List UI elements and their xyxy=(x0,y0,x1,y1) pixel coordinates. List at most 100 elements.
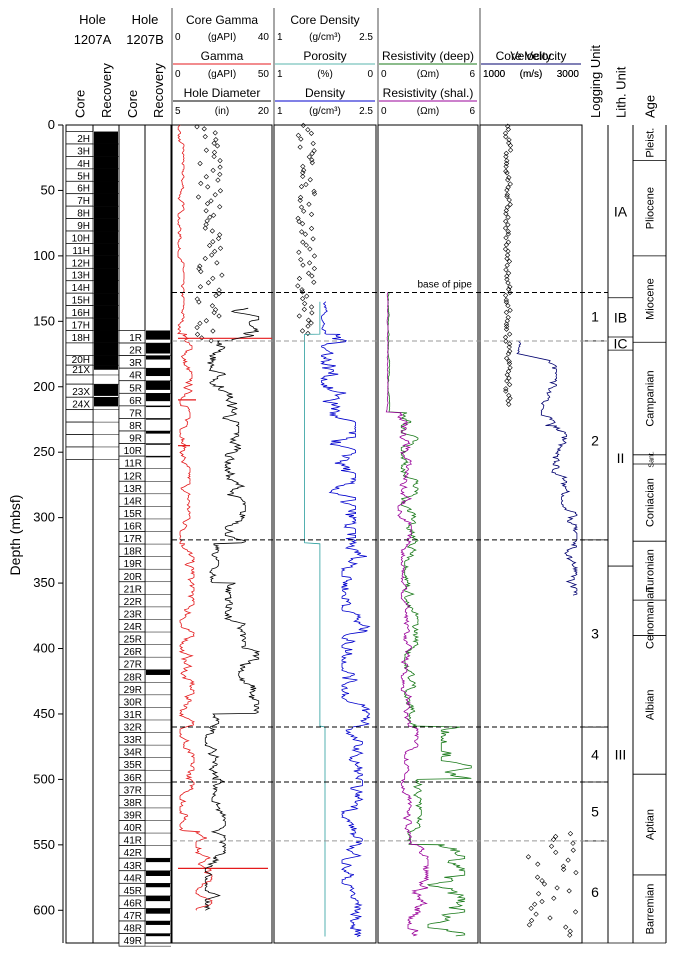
core-label: 36R xyxy=(124,773,142,784)
track-header-title: Resistivity (shal.) xyxy=(383,86,474,100)
core-point xyxy=(301,208,307,214)
recovery-bar xyxy=(146,380,170,390)
depth-tick-label: 400 xyxy=(33,641,55,656)
track-scale-unit: (m/s) xyxy=(520,69,543,80)
core-point xyxy=(507,307,513,313)
core-label: 41R xyxy=(124,836,142,847)
core-point xyxy=(506,401,512,407)
core-point xyxy=(216,287,222,293)
recovery-bar xyxy=(94,330,118,343)
core-point xyxy=(503,134,509,140)
core-point xyxy=(208,338,214,344)
recovery-bar xyxy=(94,243,118,256)
core-point xyxy=(503,235,509,241)
core-label: 34R xyxy=(124,748,142,759)
core-label: 26R xyxy=(124,647,142,658)
core-label: 12R xyxy=(124,471,142,482)
recovery-column-header: Recovery xyxy=(151,63,166,118)
log-curve xyxy=(203,307,261,911)
age-label: Pliocene xyxy=(645,187,657,229)
recovery-bar xyxy=(94,318,118,331)
core-point xyxy=(310,140,316,147)
recovery-bar xyxy=(146,456,170,458)
core-point xyxy=(507,147,514,153)
core-point xyxy=(502,246,509,252)
track-scale-min: 5 xyxy=(175,106,181,117)
recovery-bar xyxy=(146,669,170,675)
core-point xyxy=(505,222,511,228)
core-point xyxy=(304,293,310,299)
core-point xyxy=(212,307,219,313)
recovery-bar xyxy=(146,870,170,876)
hole-title: Hole xyxy=(79,12,106,27)
core-point xyxy=(566,888,572,894)
core-point xyxy=(209,252,215,258)
core-point xyxy=(311,191,318,197)
core-point xyxy=(203,208,209,214)
log-curve xyxy=(177,124,213,911)
depth-tick-label: 200 xyxy=(33,379,55,394)
core-point xyxy=(503,160,510,167)
recovery-bar xyxy=(94,156,118,169)
track-header-title: Hole Diameter xyxy=(184,86,261,100)
depth-tick-label: 0 xyxy=(48,117,55,132)
core-point xyxy=(296,275,303,282)
recovery-bar xyxy=(146,883,170,888)
recovery-bar xyxy=(94,342,118,356)
core-label: 25R xyxy=(124,635,142,646)
core-point xyxy=(209,303,216,309)
recovery-bar xyxy=(146,858,170,863)
core-point xyxy=(570,847,576,853)
unit-label: III xyxy=(615,747,627,763)
core-point xyxy=(535,861,541,867)
core-point xyxy=(308,225,315,232)
depth-tick-label: 250 xyxy=(33,444,55,459)
track-scale-min: 0 xyxy=(381,69,387,80)
core-label: 39R xyxy=(124,810,142,821)
core-point xyxy=(503,168,509,174)
recovery-bar xyxy=(146,355,170,360)
core-point xyxy=(299,289,306,295)
core-point xyxy=(210,328,216,334)
core-point xyxy=(504,273,510,279)
core-point xyxy=(307,177,313,183)
recovery-bar xyxy=(94,355,118,366)
core-point xyxy=(295,283,301,289)
depth-tick-label: 600 xyxy=(33,902,55,917)
track-scale-min: 1 xyxy=(277,69,283,80)
core-point xyxy=(567,932,573,938)
core-label: 45R xyxy=(124,886,142,897)
core-point xyxy=(300,239,306,245)
core-point xyxy=(504,323,510,330)
core-point xyxy=(297,197,303,203)
core-label: 43R xyxy=(124,861,142,872)
recovery-bar xyxy=(94,293,118,306)
core-point xyxy=(197,263,203,269)
track-header-title: Core Gamma xyxy=(186,13,258,27)
core-point xyxy=(204,201,211,207)
core-label: 5R xyxy=(129,383,142,394)
core-point xyxy=(202,255,208,262)
core-point xyxy=(307,246,313,252)
core-point xyxy=(311,253,318,259)
core-point xyxy=(209,228,215,234)
core-point xyxy=(202,225,208,231)
recovery-bar xyxy=(146,405,170,408)
core-point xyxy=(305,323,311,329)
core-point xyxy=(503,292,509,299)
core-label: 9H xyxy=(77,221,90,232)
core-point xyxy=(505,184,511,190)
track-scale-unit: (Ωm) xyxy=(417,106,439,117)
core-point xyxy=(548,843,555,849)
core-point xyxy=(216,313,222,319)
core-point xyxy=(503,218,509,224)
core-point xyxy=(208,198,214,204)
core-column-header: Core xyxy=(125,90,140,118)
core-point xyxy=(211,140,217,146)
core-point xyxy=(506,258,513,264)
recovery-bar xyxy=(146,933,170,937)
core-point xyxy=(541,881,548,887)
track-scale-max: 3000 xyxy=(557,69,580,80)
core-point xyxy=(506,137,512,143)
